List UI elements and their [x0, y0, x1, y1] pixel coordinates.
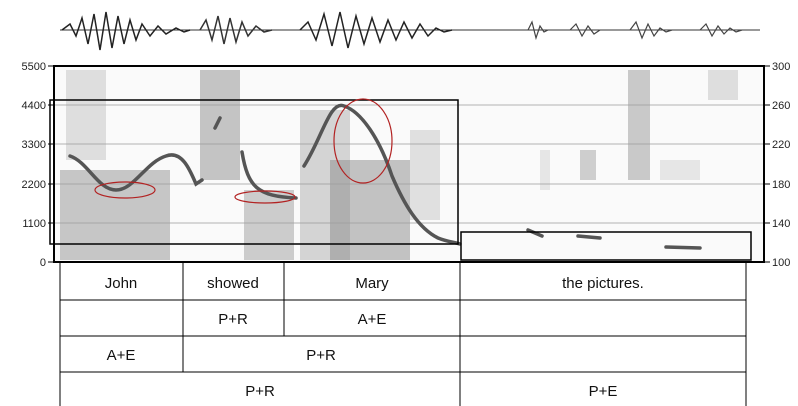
word-mary: Mary — [355, 275, 389, 292]
waveform-burst-4 — [527, 20, 549, 41]
waveform-burst-2 — [199, 15, 273, 45]
waveform-burst-5 — [569, 22, 601, 38]
pitch-segment-pictures-2 — [664, 245, 702, 250]
john-valley-highlight — [94, 181, 156, 199]
left-tick-4400: 4400 — [22, 100, 46, 112]
left-tick-3300: 3300 — [22, 139, 46, 151]
left-tick-0: 0 — [40, 257, 46, 269]
waveform-burst-1 — [61, 11, 191, 51]
left-tick-5500: 5500 — [22, 61, 46, 73]
showed-low-highlight — [234, 190, 296, 204]
pitch-segment-john — [68, 153, 204, 192]
annotation-table — [59, 262, 747, 406]
right-axis — [764, 65, 770, 263]
pitch-segment-pictures-1 — [576, 234, 602, 240]
tier4-first-label: P+R — [245, 383, 275, 400]
tier4-second-label: P+E — [589, 383, 618, 400]
waveform-burst-6 — [629, 20, 673, 40]
left-tick-2200: 2200 — [22, 179, 46, 191]
tier2-mary-label: A+E — [358, 311, 387, 328]
pitch-segment-the — [526, 228, 544, 238]
word-john: John — [105, 275, 138, 292]
spectrogram — [54, 66, 764, 262]
waveform — [60, 11, 760, 51]
word-the-pictures: the pictures. — [562, 275, 644, 292]
focus-region-box — [49, 99, 459, 245]
tier2-showed-label: P+R — [218, 311, 248, 328]
word-showed: showed — [207, 275, 259, 292]
mary-peak-highlight — [333, 98, 393, 184]
pitch-segment-showed-rise — [213, 116, 222, 130]
tier3-showed-mary-label: P+R — [306, 347, 336, 364]
right-tick-140: 140 — [772, 218, 790, 230]
tier3-john-label: A+E — [107, 347, 136, 364]
waveform-burst-7 — [699, 22, 743, 38]
right-tick-100: 100 — [772, 257, 790, 269]
pitch-contour — [68, 103, 702, 250]
right-tick-180: 180 — [772, 179, 790, 191]
right-tick-260: 260 — [772, 100, 790, 112]
post-focus-region-box — [460, 231, 752, 261]
pitch-segment-mary — [302, 103, 462, 246]
waveform-burst-3 — [299, 11, 453, 49]
right-tick-300: 300 — [772, 61, 790, 73]
left-axis — [48, 65, 54, 263]
pitch-segment-showed-fall — [240, 150, 298, 200]
left-tick-1100: 1100 — [22, 218, 46, 230]
spectrogram-frame — [53, 65, 765, 263]
gridlines — [54, 104, 764, 224]
right-tick-220: 220 — [772, 139, 790, 151]
